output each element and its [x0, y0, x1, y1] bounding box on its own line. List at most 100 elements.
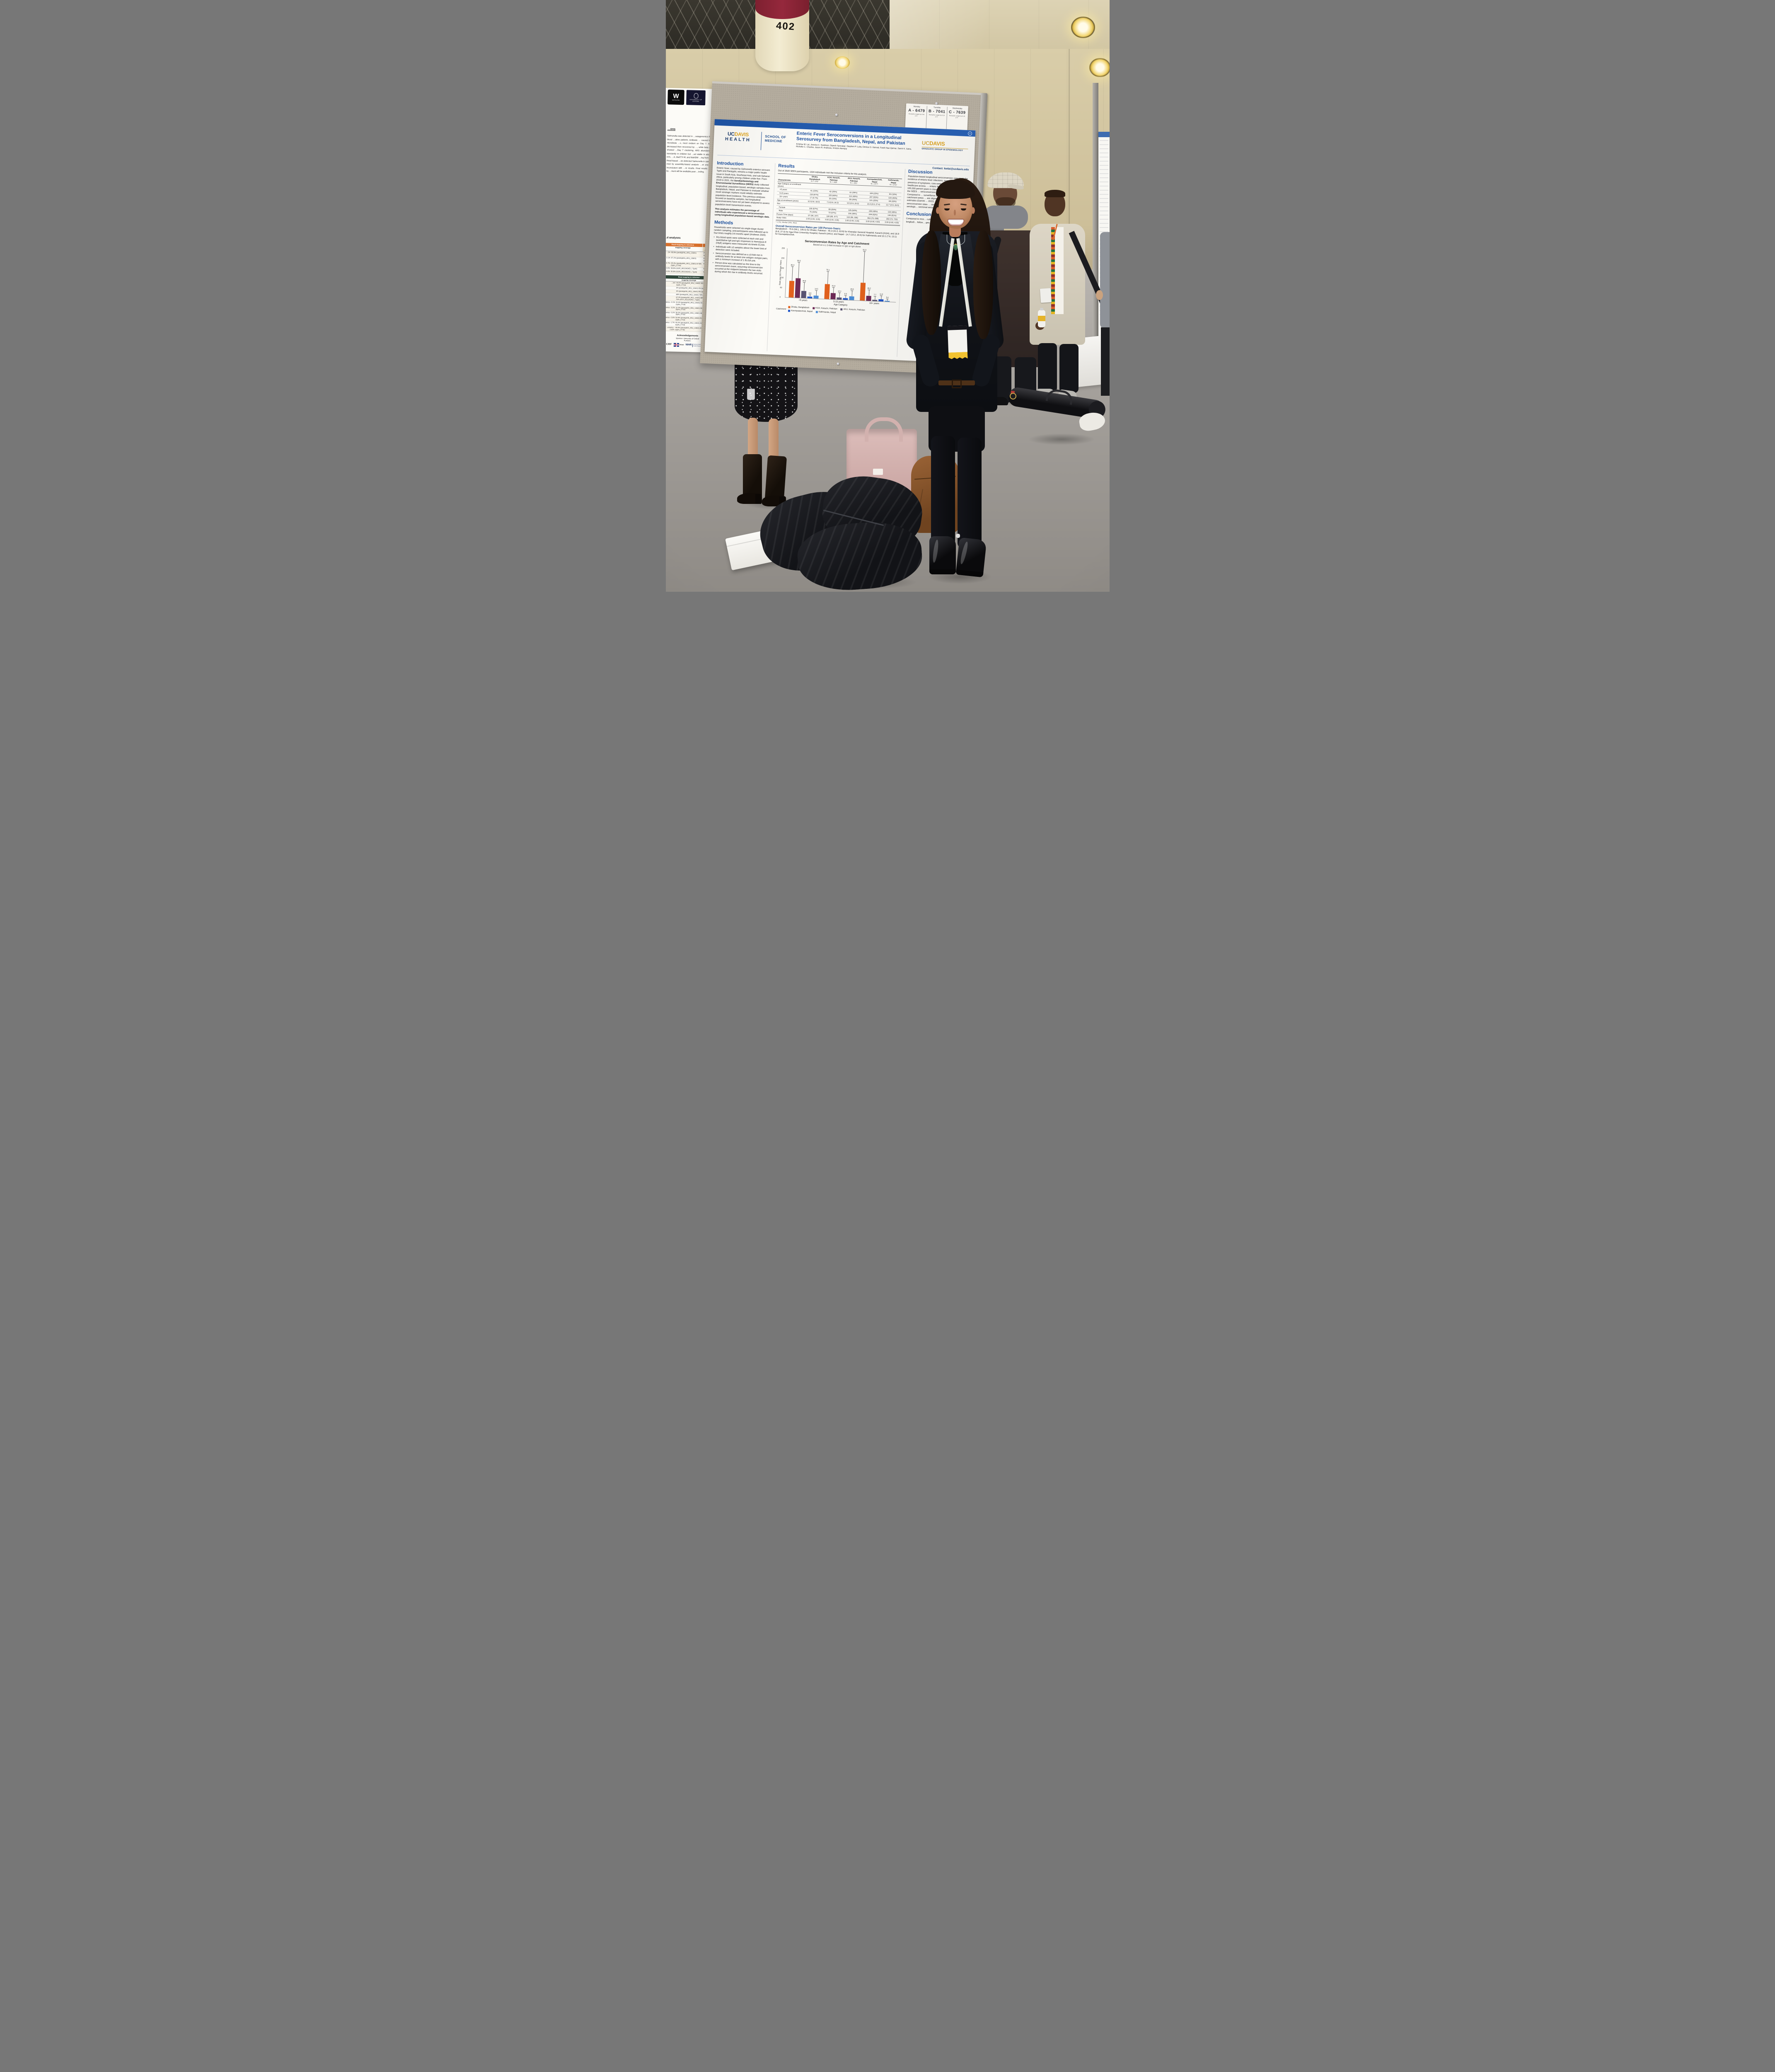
funder-nihr-logo: NIHR — [685, 344, 692, 346]
schedule-code: A - 6479 — [908, 108, 925, 114]
bar-value-label: 8.8 — [808, 292, 811, 294]
far-right-person-hand — [1095, 290, 1103, 300]
bar-value-label: 14.5 — [814, 288, 818, 290]
legend-label: Kathmandu, Nepal — [818, 311, 836, 314]
chart-bar: 26.2 — [866, 287, 871, 301]
chart-bar: 85.3 — [788, 264, 794, 298]
wellcome-logo-icon: W wellcome — [667, 90, 684, 105]
table-header-n: N = 176¹ — [810, 180, 818, 183]
chart-bar: 76.1 — [824, 269, 830, 300]
error-bar-cap — [880, 295, 883, 296]
hanging-light-icon — [1071, 17, 1095, 38]
table1-subheader: mapping coverage — [675, 246, 691, 249]
results-table: Characteristic Dhaka, Bangladesh N = 176¹ K… — [776, 173, 902, 225]
error-bar-cap — [832, 287, 835, 288]
error-bar — [798, 262, 799, 279]
methods-bullet: Seroconversion was defined as a ≥3-fold … — [713, 252, 769, 263]
legend-swatch — [812, 307, 815, 310]
chart-tick: 250 — [781, 247, 785, 249]
chart-bar: 12.1 — [836, 290, 842, 300]
error-bar-cap — [850, 290, 853, 291]
chart: Rate per 100 Person-Years 85.3 99.3 35.8 8.… — [779, 247, 898, 303]
schedule-note: Dismantle tonight by 6:15 p.m. — [929, 114, 945, 118]
oxford-crest-icon — [693, 93, 698, 99]
poster-column-right: Discussion Population-based longitudinal… — [900, 169, 970, 360]
pillar-number: 402 — [775, 20, 796, 33]
poster-board: Monday A - 6479 Dismantle tonight by 6:45 … — [699, 81, 987, 379]
schedule-code: C - 7639 — [948, 109, 966, 115]
ucdavis-health-logo: UCDAVIS HEALTH — [725, 131, 751, 143]
chart-bar: 35.8 — [800, 280, 806, 298]
cell: 3.00 (2.00, 3.00) — [821, 218, 842, 223]
error-bar-cap — [803, 282, 805, 283]
bar-value-label: 35.8 — [802, 279, 806, 282]
bar-value-label: 20.6 — [850, 288, 854, 290]
legend-label: AKU, Karachi, Pakistan — [843, 308, 865, 312]
hanging-light-icon — [1089, 58, 1110, 77]
conference-poster: UCDAVIS HEALTH SCHOOL OF MEDICINE Enteri… — [704, 119, 975, 363]
table-header-site: KGH, Karachi, Pakistan N = 168¹ — [823, 175, 844, 185]
bar-value-label: 7.7 — [873, 293, 876, 296]
chart-bar-group: 91.9 26.2 7.7 11.6 5.4 — [859, 249, 890, 302]
chart-bar: 91.9 — [859, 249, 866, 301]
school-of-medicine-logo: SCHOOL OF MEDICINE — [764, 134, 786, 143]
intro-emphasis: This analysis estimates the percentage o… — [714, 208, 769, 219]
band-emblem-icon — [967, 131, 972, 136]
oxford-logo-icon: UNIVERSITY OF OXFORD — [686, 90, 706, 106]
chart-bar: 31.8 — [830, 285, 836, 300]
chart-bar: 7.7 — [872, 293, 877, 302]
schedule-column: Tuesday B - 7041 Dismantle tonight by 6:15… — [926, 106, 948, 129]
legend-title: Catchment — [776, 307, 786, 311]
bar-value-label: 76.1 — [826, 269, 830, 271]
methods-bullet: Dry blood spots were collected at each v… — [713, 236, 769, 247]
schedule-code: B - 7041 — [928, 109, 946, 114]
poster-column-left: Introduction Enteric fever, caused by Sa… — [709, 160, 776, 351]
schedule-day: Wednesday — [952, 107, 962, 110]
intro-paragraph: Enteric fever, caused by Salmonella ente… — [715, 167, 770, 208]
legend-swatch — [788, 310, 790, 312]
legend-swatch — [815, 311, 818, 313]
bar-value-label: 85.3 — [791, 264, 794, 266]
legend-item: AKU, Karachi, Pakistan — [840, 308, 865, 312]
error-bar-cap — [815, 290, 817, 291]
ukaid-flag-icon — [673, 343, 679, 347]
error-bar — [863, 252, 865, 283]
funder-ukaid-logo: UKaid — [679, 344, 684, 346]
error-bar — [816, 290, 817, 296]
chart-tick: 50 — [779, 286, 782, 289]
legend-item: KGH, Karachi, Pakistan — [812, 307, 837, 311]
error-bar — [827, 271, 828, 285]
far-right-person-blazer — [1100, 232, 1110, 328]
table-header-site: Dhaka, Bangladesh N = 176¹ — [805, 174, 824, 184]
bar-value-label: 9.9 — [844, 293, 847, 295]
left-poster-analyses-heading: …d analyses — [665, 236, 681, 240]
bar-value-label: 12.1 — [837, 290, 842, 292]
conclusion-text: Compared to rece… culture surveillan… lo… — [906, 217, 963, 224]
schedule-day: Tuesday — [933, 106, 941, 109]
hanging-light-icon — [834, 56, 850, 69]
legend-swatch — [840, 308, 843, 311]
schedule-note: Dismantle tonight by 5:15 p.m. — [949, 115, 965, 119]
grad-group-logo: UCDAVIS GRADUATE GROUP IN EPIDEMIOLOGY — [921, 136, 971, 164]
chart-tick: 100 — [780, 276, 784, 279]
chart-bar: 8.8 — [807, 292, 813, 299]
error-bar-cap — [797, 262, 800, 263]
pillar-red-band — [755, 0, 809, 19]
right-poster-header-band — [1098, 132, 1110, 137]
push-pin-icon — [835, 114, 838, 116]
chart-tick: 150 — [780, 266, 784, 269]
legend-swatch — [788, 306, 791, 308]
conference-hall-photo: 402 W wellcome UNIVERSITY OF OXFORD …ons… — [665, 0, 1110, 592]
error-bar — [833, 288, 834, 293]
error-bar-cap — [791, 266, 794, 267]
table-header-site: Kavrepalanchok, Nepal N = 477¹ — [863, 177, 885, 187]
chart-tick: 200 — [781, 257, 784, 259]
schedule-note: Dismantle tonight by 6:45 p.m. — [908, 113, 924, 117]
chart-bar: 5.4 — [884, 296, 890, 302]
legend-item: Dhaka, Bangladesh — [788, 306, 809, 309]
error-bar — [851, 290, 852, 296]
legend-label: KGH, Karachi, Pakistan — [815, 307, 837, 311]
push-pin-icon — [836, 362, 839, 366]
table-header-site: Kathmandu, Nepal N = 272¹ — [885, 178, 902, 187]
logo-divider — [760, 132, 762, 150]
